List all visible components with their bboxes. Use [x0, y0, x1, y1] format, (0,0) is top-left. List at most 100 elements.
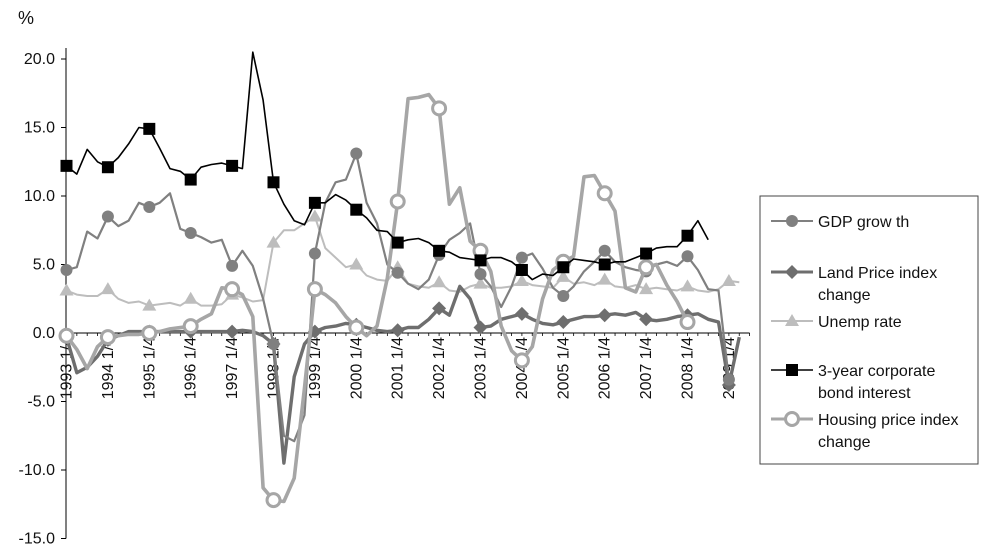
- bond-interest-marker: [474, 254, 487, 267]
- housing-price-marker: [431, 100, 448, 117]
- legend-label: GDP grow th: [818, 214, 909, 231]
- unemp-rate-marker: [473, 276, 488, 289]
- y-tick-label: 5.0: [33, 257, 55, 274]
- housing-price-marker: [513, 352, 530, 369]
- housing-price-marker: [182, 318, 199, 335]
- gdp-growth-marker: [557, 290, 570, 303]
- bond-interest-marker: [267, 176, 280, 189]
- housing-price-marker: [58, 327, 75, 344]
- bond-interest-marker: [101, 161, 114, 174]
- gdp-growth-marker: [267, 337, 280, 350]
- bond-interest-marker: [433, 244, 446, 257]
- land-price-marker: [514, 306, 529, 321]
- series-housing-price: [58, 92, 696, 509]
- bond-interest-marker: [557, 261, 570, 274]
- unemp-rate-marker: [183, 291, 198, 304]
- housing-price-marker: [224, 281, 241, 298]
- bond-interest-marker: [226, 159, 239, 172]
- bond-interest-marker: [391, 236, 404, 249]
- y-tick-label: 15.0: [24, 120, 55, 137]
- legend-swatch-marker: [784, 411, 800, 427]
- unemp-rate-marker: [680, 279, 695, 292]
- legend-label: 3-year corporate: [818, 363, 935, 380]
- gdp-growth-marker: [681, 250, 694, 263]
- unemp-rate-marker: [514, 273, 529, 286]
- x-tick-label: 2007 1/4: [638, 337, 655, 399]
- gdp-growth-marker: [598, 244, 611, 257]
- gdp-growth-marker: [474, 268, 487, 281]
- x-tick-label: 2000 1/4: [348, 337, 365, 399]
- legend-label: Land Price index: [818, 265, 937, 282]
- land-price-marker: [639, 312, 654, 327]
- y-tick-label: 10.0: [24, 188, 55, 205]
- y-axis-unit-label: %: [18, 8, 34, 28]
- legend: GDP grow th Land Price index change Unemp r…: [759, 195, 979, 465]
- gdp-growth-marker: [308, 247, 321, 260]
- x-axis: 1993 1/4 1994 1/4 1995 1/4 1996 1/4 1997 1/4…: [59, 332, 750, 399]
- gdp-growth-marker: [350, 147, 363, 160]
- legend-swatch-marker: [786, 215, 798, 227]
- bond-interest-marker: [350, 203, 363, 216]
- x-tick-label: 2002 1/4: [431, 337, 448, 399]
- gdp-growth-marker: [226, 259, 239, 272]
- legend-swatch-marker: [786, 364, 798, 376]
- bond-interest-marker: [143, 122, 156, 135]
- housing-price-marker: [389, 193, 406, 210]
- gdp-growth-marker: [101, 210, 114, 223]
- gdp-growth-marker: [515, 251, 528, 264]
- gdp-growth-marker: [184, 226, 197, 239]
- legend-label: Housing price index: [818, 412, 959, 429]
- x-tick-label: 2006 1/4: [597, 337, 614, 399]
- series-layer: [58, 51, 741, 509]
- y-tick-label: 20.0: [24, 51, 55, 68]
- y-tick-label: -15.0: [19, 531, 56, 548]
- unemp-rate-marker: [721, 273, 736, 286]
- bond-interest-marker: [184, 173, 197, 186]
- land-price-marker: [556, 315, 571, 330]
- housing-price-marker: [679, 314, 696, 331]
- unemp-rate-line: [66, 215, 740, 307]
- bond-interest-marker: [308, 196, 321, 209]
- legend-label: change: [818, 287, 871, 304]
- x-tick-label: 1994 1/4: [100, 337, 117, 399]
- housing-price-marker: [265, 492, 282, 509]
- series-unemp-rate: [59, 209, 740, 311]
- x-tick-label: 1995 1/4: [141, 337, 158, 399]
- legend-label: change: [818, 434, 871, 451]
- land-price-marker: [390, 323, 405, 338]
- bond-interest-marker: [640, 247, 653, 260]
- bond-interest-marker: [515, 263, 528, 276]
- bond-interest-marker: [60, 159, 73, 172]
- housing-price-line: [65, 92, 690, 504]
- legend-label: bond interest: [818, 385, 911, 402]
- bond-interest-line: [66, 51, 709, 281]
- gdp-growth-marker: [60, 263, 73, 276]
- x-tick-label: 2003 1/4: [473, 337, 490, 399]
- housing-price-marker: [348, 319, 365, 336]
- gdp-growth-marker: [722, 373, 735, 386]
- x-tick-label: 1996 1/4: [183, 337, 200, 399]
- unemp-rate-marker: [59, 283, 74, 296]
- unemp-rate-marker: [142, 298, 157, 311]
- y-tick-label: 0.0: [33, 325, 55, 342]
- legend-swatch-marker: [785, 265, 799, 279]
- unemp-rate-marker: [100, 282, 115, 295]
- x-tick-label: 1999 1/4: [307, 337, 324, 399]
- x-tick-label: 1997 1/4: [224, 337, 241, 399]
- unemp-rate-marker: [556, 269, 571, 282]
- unemp-rate-marker: [597, 272, 612, 285]
- unemp-rate-marker: [307, 209, 322, 222]
- land-price-marker: [597, 308, 612, 323]
- housing-price-marker: [99, 329, 116, 346]
- unemp-rate-marker: [349, 257, 364, 270]
- x-tick-label: 2008 1/4: [680, 337, 697, 399]
- housing-price-marker: [306, 281, 323, 298]
- housing-price-marker: [141, 325, 158, 341]
- land-price-marker: [473, 320, 488, 335]
- land-price-marker: [225, 324, 240, 339]
- series-bond-interest: [60, 51, 709, 281]
- housing-price-marker: [596, 185, 613, 202]
- y-tick-label: -10.0: [19, 462, 56, 479]
- unemp-rate-marker: [639, 282, 654, 295]
- unemp-rate-marker: [266, 235, 281, 248]
